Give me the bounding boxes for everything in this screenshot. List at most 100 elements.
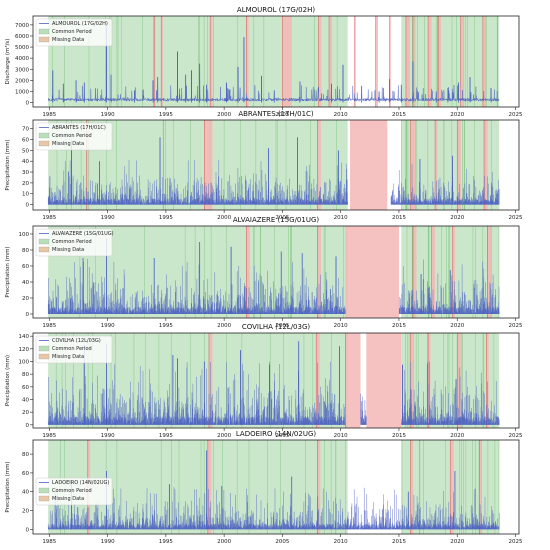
x-tick-label: 2005	[275, 433, 289, 439]
x-tick-label: 2005	[275, 323, 289, 329]
x-tick-label: 1995	[159, 323, 173, 329]
data-trace	[47, 238, 500, 314]
y-tick-label: 0	[26, 527, 30, 533]
y-tick-label: 1000	[15, 89, 29, 95]
x-tick-label: 2025	[509, 539, 523, 545]
missing-data-band	[154, 16, 156, 107]
y-tick-label: 60	[22, 138, 29, 144]
y-tick-label: 20	[22, 410, 29, 416]
legend-label: ABRANTES (17H/01C)	[52, 125, 106, 131]
x-tick-label: 2010	[334, 112, 348, 118]
y-tick-label: 7000	[15, 23, 29, 29]
x-tick-label: 2015	[392, 539, 406, 545]
y-tick-label: 0	[26, 312, 30, 318]
panel-5: 0 20 40 60 80 1985 1990 1995 2000 2005 2010 2015 202…	[5, 430, 523, 545]
y-tick-label: 3000	[15, 67, 29, 73]
missing-data-band	[246, 16, 249, 107]
x-tick-label: 2025	[509, 215, 523, 221]
x-tick-label: 1995	[159, 539, 173, 545]
y-tick-label: 80	[22, 372, 29, 378]
legend: ALVAIAZERE (15G/01UG) Common Period Missin…	[35, 228, 114, 257]
missing-data-band	[354, 16, 356, 107]
missing-data-band	[317, 440, 321, 534]
x-tick-label: 2000	[217, 112, 231, 118]
x-tick-label: 1985	[42, 433, 56, 439]
legend: ALMOUROL (17G/02H) Common Period Missing D…	[35, 18, 113, 47]
panel-title: ALVAIAZERE (15G/01UG)	[233, 216, 320, 224]
legend-label: Missing Data	[52, 496, 84, 502]
y-tick-label: 2000	[15, 78, 29, 84]
x-tick-label: 1985	[42, 215, 56, 221]
x-tick-label: 2020	[450, 112, 464, 118]
y-tick-label: 50	[22, 148, 29, 154]
missing-data-band	[316, 333, 320, 428]
y-tick-label: 10	[22, 192, 29, 198]
legend-box	[35, 477, 113, 506]
axes-frame	[32, 439, 520, 535]
legend-swatch	[38, 36, 50, 43]
data-trace	[47, 27, 500, 103]
axes-frame	[32, 15, 520, 108]
x-tick-label: 2020	[450, 433, 464, 439]
legend-box	[35, 122, 113, 151]
axes-frame	[32, 119, 520, 211]
missing-data-band	[318, 16, 322, 107]
x-tick-label: 2005	[275, 112, 289, 118]
legend-label: Common Period	[52, 488, 92, 494]
x-tick-label: 1990	[101, 323, 115, 329]
missing-data-band	[450, 440, 454, 534]
panel-2: 0 10 20 30 40 50 60 70 1985 1990 1995 2000 2005 2010 2…	[5, 110, 523, 221]
legend-label: LADOEIRO (14N/02UG)	[52, 480, 109, 486]
y-tick-label: 120	[19, 347, 30, 353]
data-trace	[47, 341, 500, 425]
panel-1: 0 1000 2000 3000 4000 5000 6000 7000 1985 1990 199…	[4, 6, 523, 118]
missing-data-band	[410, 120, 416, 210]
legend-label: Common Period	[52, 29, 92, 35]
y-axis-label: Precipitation (mm)	[5, 246, 11, 297]
x-tick-label: 2025	[509, 323, 523, 329]
legend-box	[35, 18, 113, 47]
x-tick-label: 1995	[159, 112, 173, 118]
missing-data-band	[452, 226, 455, 318]
legend-swatch	[38, 140, 50, 147]
data-trace	[47, 137, 500, 205]
legend-swatch	[38, 487, 50, 494]
missing-data-band	[329, 16, 332, 107]
panel-title: ALMOUROL (17G/02H)	[237, 6, 315, 14]
missing-data-band	[375, 16, 378, 107]
data-trace	[47, 450, 500, 530]
missing-data-band	[345, 333, 361, 428]
legend-swatch	[38, 345, 50, 352]
y-axis-label: Precipitation (mm)	[5, 355, 11, 406]
missing-data-band	[282, 16, 292, 107]
x-tick-label: 2020	[450, 215, 464, 221]
legend-label: Common Period	[52, 133, 92, 139]
missing-data-band	[207, 440, 212, 534]
x-tick-label: 2015	[392, 112, 406, 118]
missing-data-band	[389, 16, 391, 107]
y-tick-label: 80	[22, 452, 29, 458]
legend-label: Missing Data	[52, 247, 84, 253]
x-tick-label: 2005	[275, 215, 289, 221]
x-tick-label: 2000	[217, 539, 231, 545]
missing-data-band	[460, 16, 464, 107]
x-tick-label: 1985	[42, 112, 56, 118]
panel-title: LADOEIRO (14N/02UG)	[236, 430, 317, 438]
legend-label: ALVAIAZERE (15G/01UG)	[52, 231, 114, 237]
x-tick-label: 2010	[334, 539, 348, 545]
panel-title: COVILHA (12L/03G)	[242, 323, 311, 331]
legend-swatch	[38, 28, 50, 35]
y-tick-label: 60	[22, 264, 29, 270]
legend-swatch	[38, 132, 50, 139]
missing-data-band	[487, 226, 492, 318]
legend-box	[35, 228, 113, 257]
missing-data-band	[457, 333, 461, 428]
missing-data-band	[482, 16, 486, 107]
y-tick-label: 0	[26, 203, 30, 209]
x-tick-label: 1995	[159, 215, 173, 221]
missing-data-band	[210, 16, 213, 107]
legend-swatch	[38, 353, 50, 360]
x-tick-label: 2025	[509, 433, 523, 439]
y-tick-label: 0	[26, 101, 30, 107]
x-tick-label: 2005	[275, 539, 289, 545]
